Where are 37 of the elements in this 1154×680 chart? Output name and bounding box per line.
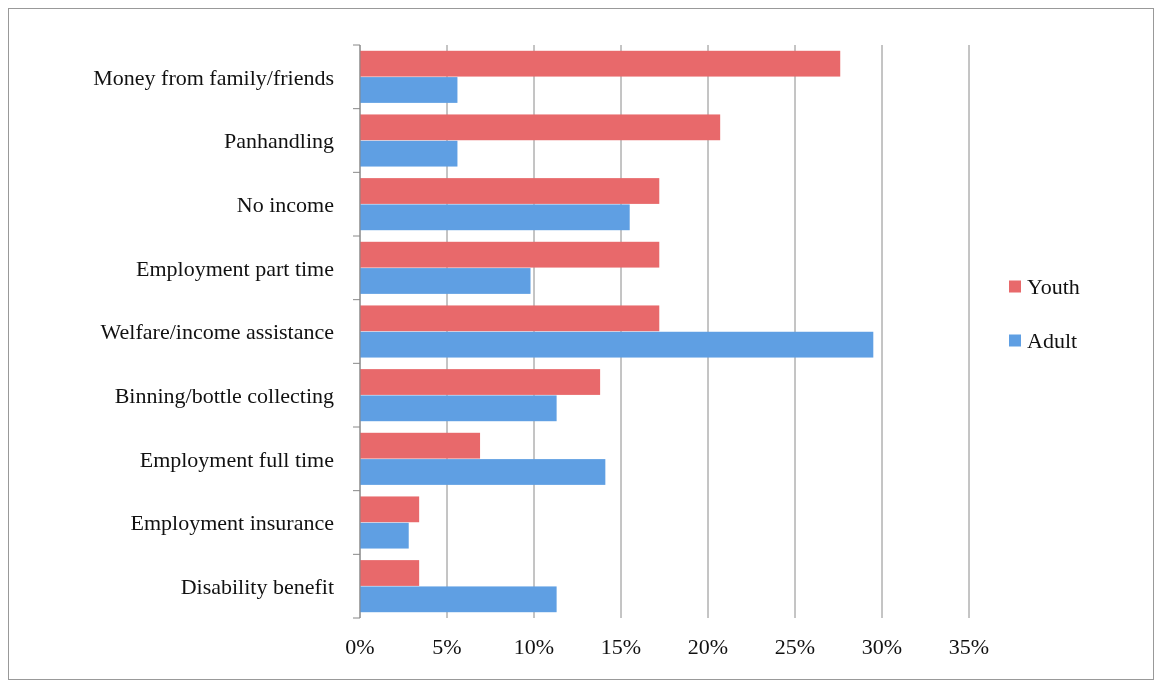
y-tick-label: Employment full time [139,446,334,472]
x-tick-label: 0% [345,634,375,659]
bar [360,241,660,268]
legend-label: Youth [1027,274,1080,300]
x-tick-label: 30% [861,634,903,659]
bar [360,331,874,358]
bar [360,114,721,141]
bar [360,77,458,103]
bar [360,204,630,231]
bar [360,432,481,459]
y-tick-label: Binning/bottle collecting [114,382,334,408]
y-tick-label: Employment insurance [130,510,334,536]
y-tick-label: Disability benefit [180,573,334,599]
y-tick-label: Welfare/income assistance [100,319,334,345]
x-tick-label: 15% [600,634,642,659]
bar [360,459,606,485]
y-tick-label: Panhandling [224,128,334,154]
x-tick-label: 20% [687,634,729,659]
bar [360,140,458,167]
y-tick-label: No income [236,191,334,217]
bar [360,395,557,422]
bar [360,305,660,332]
bar [360,268,531,294]
bar [360,560,420,586]
legend-label: Adult [1027,328,1078,354]
bar [360,586,557,613]
y-tick-label: Employment part time [136,255,334,281]
x-tick-label: 25% [774,634,816,659]
bar [360,496,420,523]
bar [360,50,841,77]
bar [360,369,601,395]
x-tick-label: 5% [432,634,462,659]
x-tick-label: 10% [513,634,555,659]
x-tick-label: 35% [948,634,990,659]
bar [360,178,660,204]
y-tick-label: Money from family/friends [93,64,334,90]
bar [360,522,409,549]
